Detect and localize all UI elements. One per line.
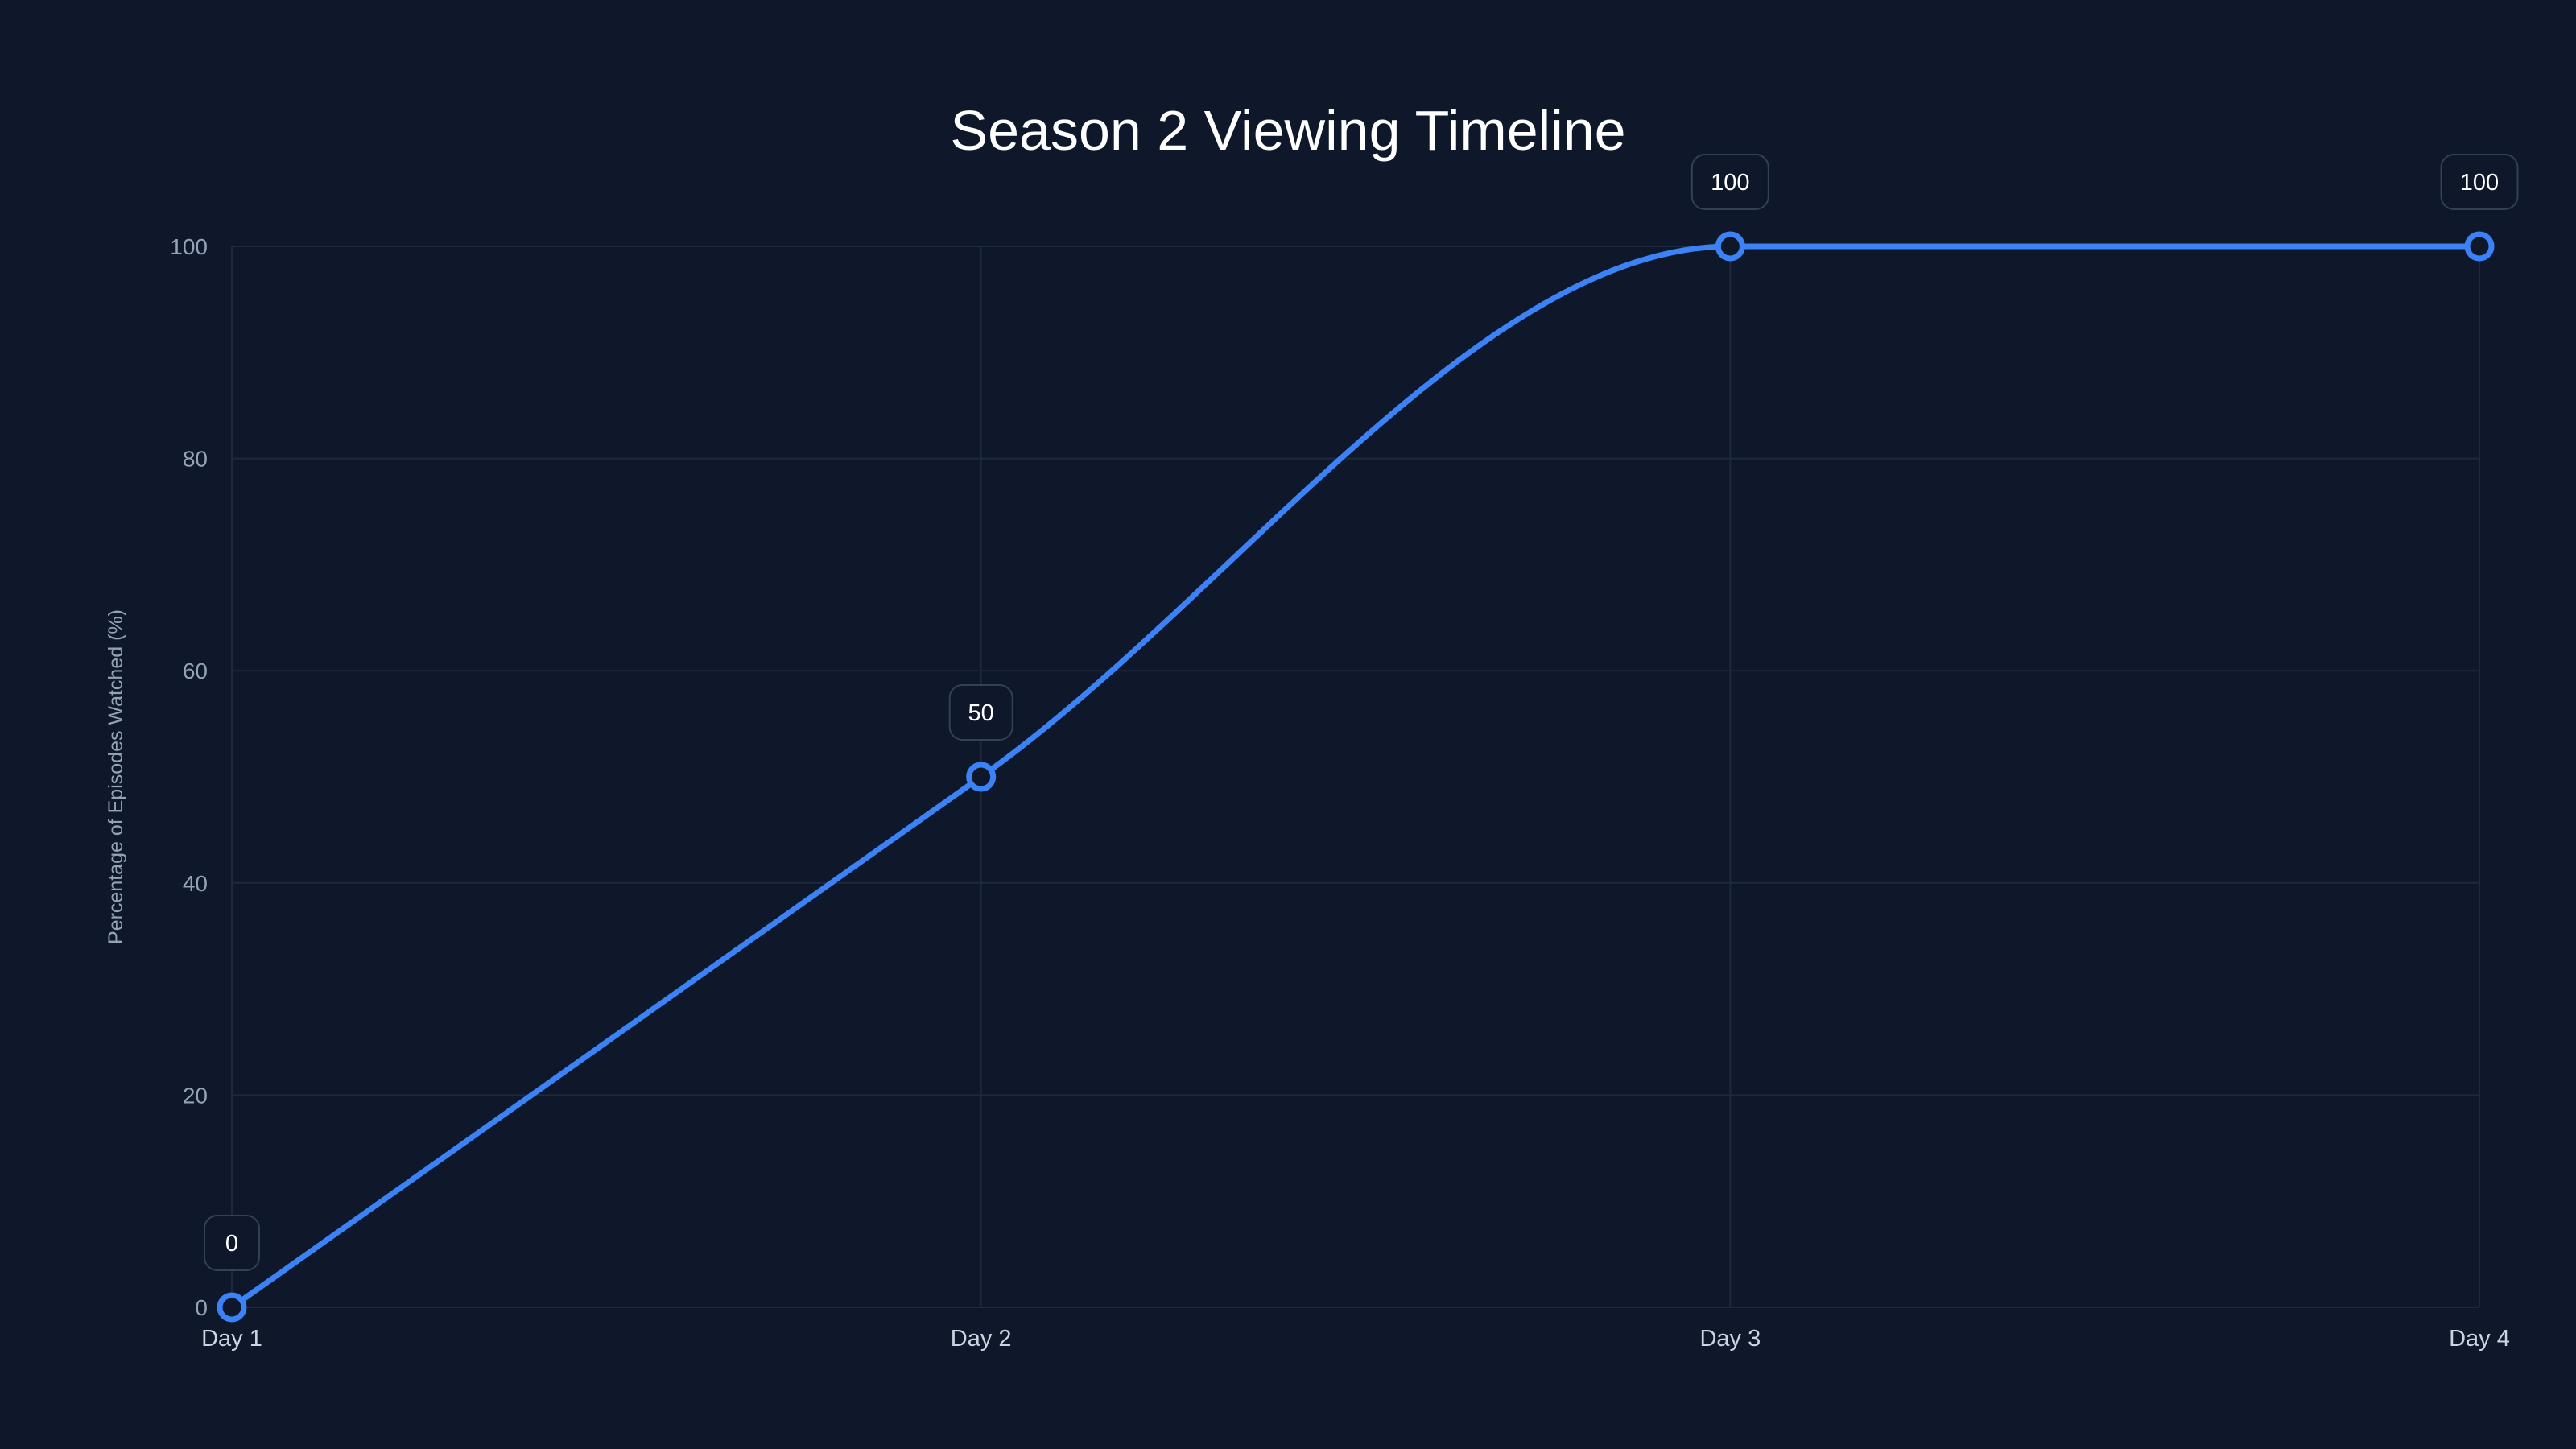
y-tick-label: 60 [183, 658, 208, 683]
x-tick-label: Day 1 [201, 1326, 262, 1352]
data-point[interactable] [217, 1292, 247, 1323]
series-line [229, 243, 2479, 1310]
data-label-box [1690, 154, 1769, 210]
data-label-text: 50 [968, 700, 994, 726]
data-label-box [2440, 154, 2519, 210]
y-axis-label: Percentage of Episodes Watched (%) [105, 609, 127, 944]
data-label: 100 [2440, 154, 2519, 210]
data-point[interactable] [2464, 231, 2495, 262]
y-tick-label: 100 [170, 234, 208, 259]
x-tick-label: Day 3 [1699, 1326, 1761, 1352]
data-label: 100 [1690, 154, 1769, 210]
x-tick-label: Day 2 [951, 1326, 1012, 1352]
data-label-text: 0 [225, 1231, 238, 1257]
data-label: 50 [948, 684, 1013, 741]
chart-title: Season 2 Viewing Timeline [950, 99, 1625, 162]
data-label-text: 100 [2460, 170, 2499, 196]
y-tick-label: 40 [183, 871, 208, 896]
y-tick-label: 0 [195, 1295, 208, 1320]
data-point[interactable] [1715, 231, 1745, 262]
y-tick-label: 20 [183, 1083, 208, 1108]
y-tick-label: 80 [183, 447, 208, 472]
data-label: 0 [204, 1215, 260, 1271]
data-label-box [948, 684, 1013, 741]
data-label-box [204, 1215, 260, 1271]
x-tick-label: Day 4 [2449, 1326, 2510, 1352]
data-point[interactable] [966, 762, 997, 792]
data-label-text: 100 [1711, 170, 1749, 196]
